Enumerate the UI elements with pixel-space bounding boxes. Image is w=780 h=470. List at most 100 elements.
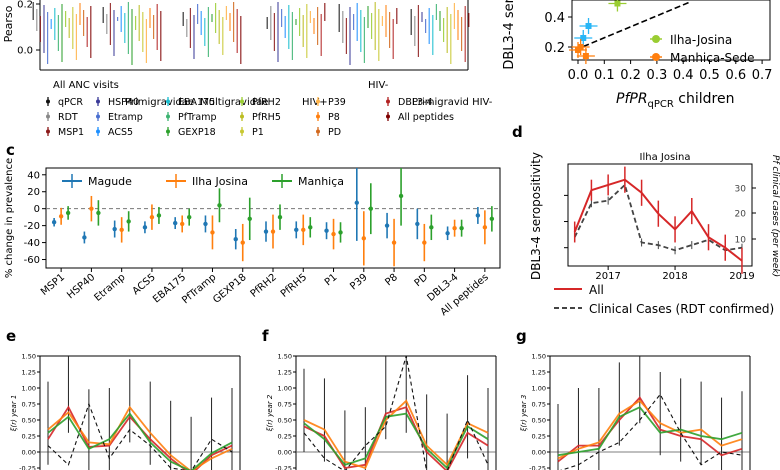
legend-marker-qpcr bbox=[46, 99, 50, 104]
legend-label-p1: P1 bbox=[252, 127, 264, 138]
panel-e-ytick-label: 0.75 bbox=[22, 401, 36, 409]
panel-e-green-line bbox=[47, 412, 233, 470]
legend-label-manhica: Manhiça bbox=[298, 175, 344, 188]
panel-c-point bbox=[277, 214, 283, 220]
panel-b-ylabel: DBL3-4 sero bbox=[502, 0, 517, 70]
panel-c-xtick-label: P8 bbox=[383, 272, 400, 288]
panel-c-point bbox=[301, 227, 306, 233]
legend-label-etramp: Etramp bbox=[108, 112, 143, 123]
panel-f-orange-line bbox=[303, 399, 489, 470]
panel-b-xtick-label: 0.3 bbox=[647, 68, 668, 83]
panel-d-y2label: Pf clinical cases (per week) bbox=[770, 155, 780, 277]
panel-c-xtick-label: Etramp bbox=[93, 272, 128, 304]
panel-a-ytick-label: 0.0 bbox=[17, 46, 33, 57]
panel-a-group-labels: All ANC visits Primigravidae Multigravidae… bbox=[53, 80, 493, 108]
panel-f-green-line bbox=[303, 412, 489, 470]
panel-a: Pearso 0.2 0.0 All ANC visits Primigravida… bbox=[2, 0, 493, 138]
panel-e-ytick-label: 1.00 bbox=[22, 385, 36, 393]
panel-g-ytick-label: 0.25 bbox=[532, 433, 546, 441]
legend-label-p39: P39 bbox=[328, 97, 346, 108]
panel-g-ytick-label: 0.75 bbox=[532, 401, 546, 409]
panels-efg: e ξ(r) year 1 1.50 1.25 1.00 0.75 0.50 0.25 0.00… bbox=[6, 327, 751, 470]
panel-d: d Ilha Josina DBL3-4 seropositivity Pf c… bbox=[512, 123, 780, 316]
panel-b-xtick-label: 0.2 bbox=[620, 68, 641, 83]
legend-label-pd: PD bbox=[328, 127, 341, 138]
legend-label-gexp18: GEXP18 bbox=[178, 127, 216, 138]
legend-marker-pftramp bbox=[166, 114, 170, 119]
panel-c-point bbox=[233, 236, 238, 242]
panel-c-point bbox=[112, 226, 117, 232]
panel-c-ytick-label: 20 bbox=[27, 187, 40, 198]
panel-f-ytick-label: 0.00 bbox=[278, 449, 292, 457]
panel-e-ylabel: ξ(r) year 1 bbox=[10, 395, 18, 433]
panel-b-legend-manhica: Manhica-Sede bbox=[670, 51, 755, 65]
legend-marker-acs5 bbox=[96, 129, 100, 134]
panel-b-xlabel-main: PfPR bbox=[616, 91, 648, 107]
panel-b-ytick-label: 0.4 bbox=[544, 11, 565, 26]
panel-c-point bbox=[415, 221, 420, 227]
legend-label-pfrh2: PfRH2 bbox=[252, 97, 281, 108]
panel-b-frame bbox=[571, 0, 771, 61]
panel-c-ytick-label: -40 bbox=[24, 238, 40, 249]
panel-c-xtick-label: MSP1 bbox=[39, 272, 67, 298]
panel-d-y2tick-label: 20 bbox=[735, 210, 747, 220]
panel-c-yticks: 40 20 0 -20 -40 -60 bbox=[24, 170, 46, 266]
panel-g-ytick-label: 1.25 bbox=[532, 369, 546, 377]
panel-c-point bbox=[361, 236, 366, 241]
panel-c-ytick-label: 40 bbox=[27, 170, 40, 181]
panel-b-point bbox=[580, 35, 587, 41]
legend-marker-pfrh2 bbox=[240, 99, 244, 104]
panel-d-yticks bbox=[564, 194, 568, 249]
panel-c-point bbox=[422, 240, 427, 245]
panel-d-xtick-label: 2017 bbox=[595, 271, 620, 282]
panel-c-ylabel: % change in prevalence bbox=[4, 158, 15, 278]
panel-f-ytick-label: 1.50 bbox=[278, 353, 292, 361]
panel-c-point bbox=[217, 203, 222, 208]
panel-f-dashed-line bbox=[303, 355, 489, 470]
panel-c-legend: Magude Ilha Josina Manhiça bbox=[62, 174, 344, 188]
panel-c-point bbox=[489, 216, 495, 222]
panel-f-ytick-label: 1.25 bbox=[278, 369, 292, 377]
panel-f-ytick-label: 0.50 bbox=[278, 417, 292, 425]
panel-c-point bbox=[51, 220, 57, 225]
legend-label-dbl3-4: DBL3-4 bbox=[398, 97, 433, 108]
panel-a-group-label: Primigravidae bbox=[125, 97, 194, 108]
panel-c-xtick-label: P1 bbox=[323, 272, 340, 288]
panel-d-ylabel: DBL3-4 seropositivity bbox=[529, 152, 543, 280]
panel-c-point bbox=[58, 214, 64, 219]
panel-e-letter: e bbox=[6, 327, 16, 345]
legend-marker-pd bbox=[316, 129, 320, 134]
panel-e-ytick-label: -0.25 bbox=[19, 465, 36, 470]
panel-b-xlabel: PfPRqPCR children bbox=[616, 91, 734, 110]
panel-e-orange-line bbox=[47, 405, 233, 470]
panel-c-xtick-label: PfRH2 bbox=[249, 272, 279, 300]
legend-label-pfrh5: PfRH5 bbox=[252, 112, 281, 123]
panel-c-xtick-label: PfRH5 bbox=[279, 272, 309, 300]
panel-b-xtick-label: 0.4 bbox=[673, 68, 694, 83]
legend-marker-p39 bbox=[316, 99, 320, 104]
panel-c-point bbox=[263, 229, 269, 234]
panel-a-group-label: Primigravid HIV- bbox=[412, 97, 493, 108]
panel-c-point bbox=[126, 219, 131, 224]
panel-g-ylabel: ξ(r) year 3 bbox=[520, 395, 528, 433]
panel-c-point bbox=[391, 240, 397, 245]
panel-a-group-label: All ANC visits bbox=[53, 80, 119, 91]
legend-marker-p8 bbox=[316, 114, 320, 119]
panel-d-title: Ilha Josina bbox=[640, 152, 691, 163]
legend-label-all: All bbox=[589, 283, 604, 297]
legend-label-rdt: RDT bbox=[58, 112, 78, 123]
legend-marker-all peptides bbox=[386, 114, 390, 119]
panel-d-legend: All Clinical Cases (RDT confirmed) bbox=[554, 283, 774, 316]
panel-g: g ξ(r) year 3 1.50 1.25 1.00 0.75 0.50 0.25 0.00… bbox=[516, 327, 751, 470]
panel-f-ytick-label: 1.00 bbox=[278, 385, 292, 393]
panel-c-point bbox=[368, 206, 373, 211]
panel-b-legend: Ilha-Josina Manhica-Sede bbox=[650, 33, 755, 65]
panel-c-point bbox=[331, 231, 336, 237]
panel-d-xtick-label: 2019 bbox=[729, 271, 754, 282]
panel-d-letter: d bbox=[512, 123, 523, 141]
panel-c-point bbox=[240, 240, 245, 245]
panel-c-ytick-label: 0 bbox=[34, 204, 40, 215]
legend-marker-eba175 bbox=[166, 99, 170, 104]
